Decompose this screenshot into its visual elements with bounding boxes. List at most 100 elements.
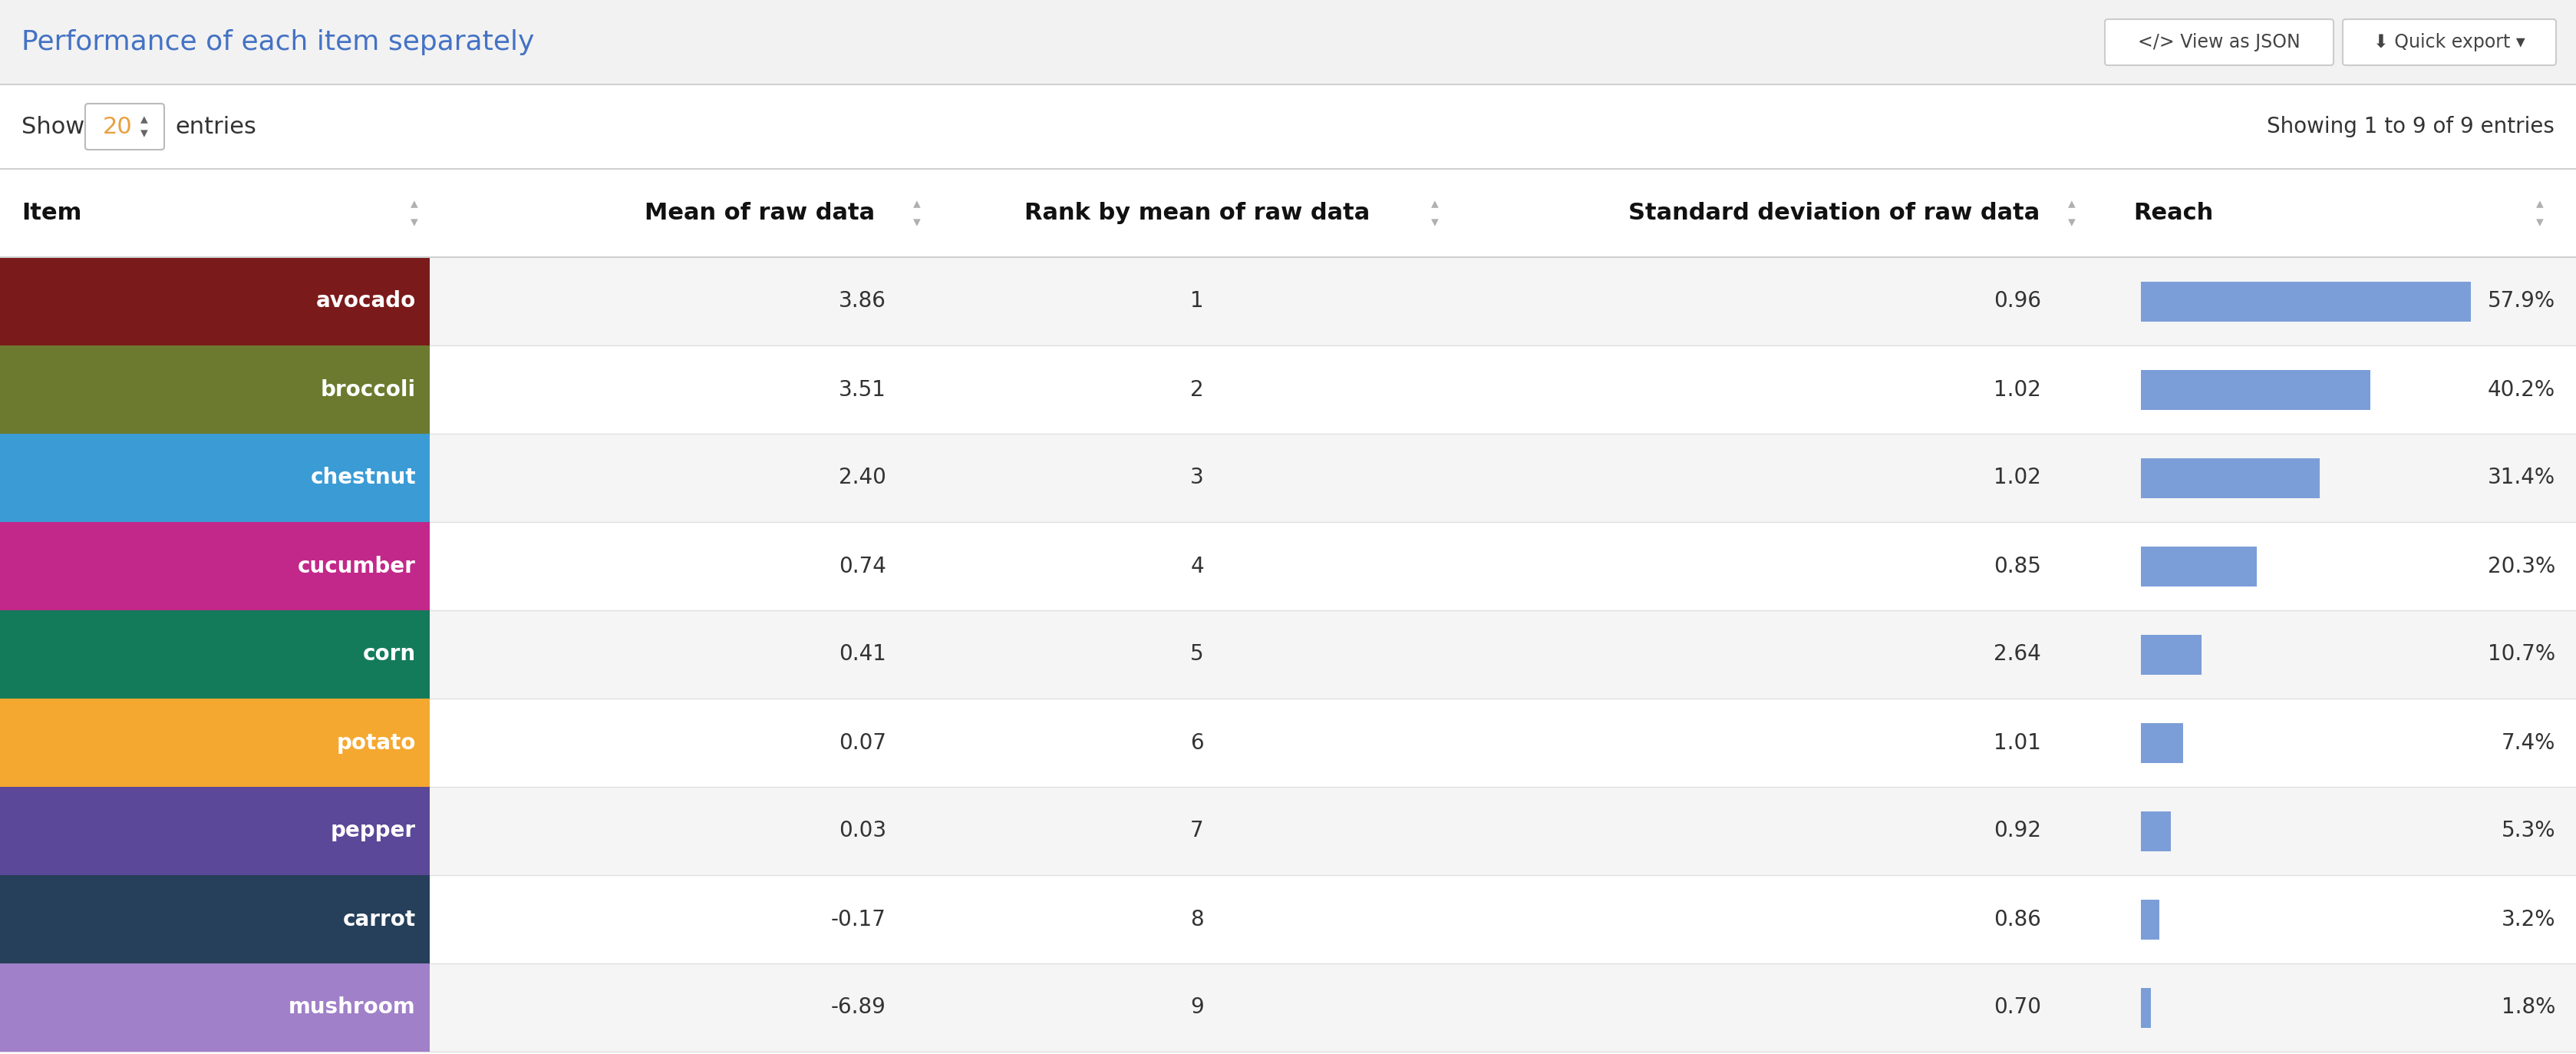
Text: 6: 6: [1190, 731, 1203, 754]
Text: Item: Item: [21, 202, 82, 225]
Text: carrot: carrot: [343, 909, 415, 930]
Text: ▾: ▾: [142, 126, 147, 141]
Text: Performance of each item separately: Performance of each item separately: [21, 30, 533, 55]
Text: 0.70: 0.70: [1994, 997, 2040, 1018]
Bar: [0, 610, 430, 699]
Bar: [0, 963, 2576, 1052]
Bar: [0, 787, 430, 875]
Bar: [2141, 635, 2202, 675]
Text: 1.8%: 1.8%: [2501, 997, 2555, 1018]
Text: 2.64: 2.64: [1994, 644, 2040, 665]
Text: mushroom: mushroom: [289, 997, 415, 1018]
Bar: [0, 169, 2576, 257]
Text: Show: Show: [21, 116, 85, 138]
FancyBboxPatch shape: [2105, 19, 2334, 65]
Bar: [2141, 546, 2257, 586]
Text: Standard deviation of raw data: Standard deviation of raw data: [1628, 202, 2040, 225]
Bar: [0, 699, 2576, 787]
Text: ▴: ▴: [142, 113, 147, 128]
Text: ▴: ▴: [1432, 196, 1437, 211]
Text: ▾: ▾: [2537, 215, 2543, 230]
Text: 1.01: 1.01: [1994, 731, 2040, 754]
Text: 0.41: 0.41: [840, 644, 886, 665]
Text: Reach: Reach: [2133, 202, 2213, 225]
Text: ▴: ▴: [2069, 196, 2076, 211]
Bar: [2141, 457, 2321, 497]
Text: </> View as JSON: </> View as JSON: [2138, 33, 2300, 52]
Text: Rank by mean of raw data: Rank by mean of raw data: [1025, 202, 1370, 225]
Text: -0.17: -0.17: [832, 909, 886, 930]
Text: 0.92: 0.92: [1994, 820, 2040, 842]
Text: cucumber: cucumber: [299, 555, 415, 577]
Text: 4: 4: [1190, 555, 1203, 577]
Text: 0.74: 0.74: [840, 555, 886, 577]
Bar: [2141, 370, 2370, 410]
Text: ▾: ▾: [914, 215, 920, 230]
Text: 40.2%: 40.2%: [2488, 378, 2555, 401]
Text: 20: 20: [103, 116, 131, 138]
Text: 3.2%: 3.2%: [2501, 909, 2555, 930]
Bar: [0, 610, 2576, 699]
Bar: [0, 346, 430, 434]
Text: 3.51: 3.51: [840, 378, 886, 401]
Text: 7: 7: [1190, 820, 1203, 842]
Bar: [0, 434, 2576, 522]
Text: entries: entries: [175, 116, 255, 138]
Text: chestnut: chestnut: [309, 467, 415, 489]
Bar: [0, 963, 430, 1052]
Bar: [2141, 281, 2470, 321]
Text: 1.02: 1.02: [1994, 378, 2040, 401]
Text: 5: 5: [1190, 644, 1203, 665]
Text: 20.3%: 20.3%: [2488, 555, 2555, 577]
Text: 8: 8: [1190, 909, 1203, 930]
Text: 0.07: 0.07: [840, 731, 886, 754]
Bar: [0, 522, 430, 610]
Text: 9: 9: [1190, 997, 1203, 1018]
Text: ▾: ▾: [410, 215, 417, 230]
Text: 0.85: 0.85: [1994, 555, 2040, 577]
Bar: [0, 699, 430, 787]
Bar: [2141, 723, 2182, 763]
Bar: [0, 875, 2576, 963]
Text: ▴: ▴: [410, 196, 417, 211]
Text: 57.9%: 57.9%: [2488, 291, 2555, 312]
Text: ⬇ Quick export ▾: ⬇ Quick export ▾: [2372, 33, 2524, 52]
Text: 7.4%: 7.4%: [2501, 731, 2555, 754]
Bar: [0, 434, 430, 522]
Text: 3: 3: [1190, 467, 1203, 489]
Text: ▴: ▴: [2537, 196, 2543, 211]
Text: 2: 2: [1190, 378, 1203, 401]
Text: 0.96: 0.96: [1994, 291, 2040, 312]
Text: Mean of raw data: Mean of raw data: [644, 202, 876, 225]
Bar: [2141, 899, 2159, 939]
Text: 10.7%: 10.7%: [2488, 644, 2555, 665]
Text: Showing 1 to 9 of 9 entries: Showing 1 to 9 of 9 entries: [2267, 116, 2555, 137]
FancyBboxPatch shape: [85, 103, 165, 150]
Bar: [0, 875, 430, 963]
Bar: [0, 346, 2576, 434]
Text: 1: 1: [1190, 291, 1203, 312]
Bar: [0, 522, 2576, 610]
Text: 0.86: 0.86: [1994, 909, 2040, 930]
Bar: [0, 0, 2576, 84]
Text: potato: potato: [337, 731, 415, 754]
Text: ▴: ▴: [914, 196, 920, 211]
Text: 2.40: 2.40: [840, 467, 886, 489]
Bar: [0, 257, 2576, 346]
Text: avocado: avocado: [317, 291, 415, 312]
Bar: [2141, 811, 2172, 851]
Text: 3.86: 3.86: [840, 291, 886, 312]
Text: 0.03: 0.03: [840, 820, 886, 842]
Text: -6.89: -6.89: [832, 997, 886, 1018]
Bar: [0, 787, 2576, 875]
Bar: [2141, 988, 2151, 1028]
Text: ▾: ▾: [2069, 215, 2076, 230]
Text: pepper: pepper: [330, 820, 415, 842]
Bar: [0, 84, 2576, 169]
Text: broccoli: broccoli: [319, 378, 415, 401]
Bar: [0, 257, 430, 346]
FancyBboxPatch shape: [2342, 19, 2555, 65]
Text: 31.4%: 31.4%: [2488, 467, 2555, 489]
Text: corn: corn: [363, 644, 415, 665]
Text: ▾: ▾: [1432, 215, 1437, 230]
